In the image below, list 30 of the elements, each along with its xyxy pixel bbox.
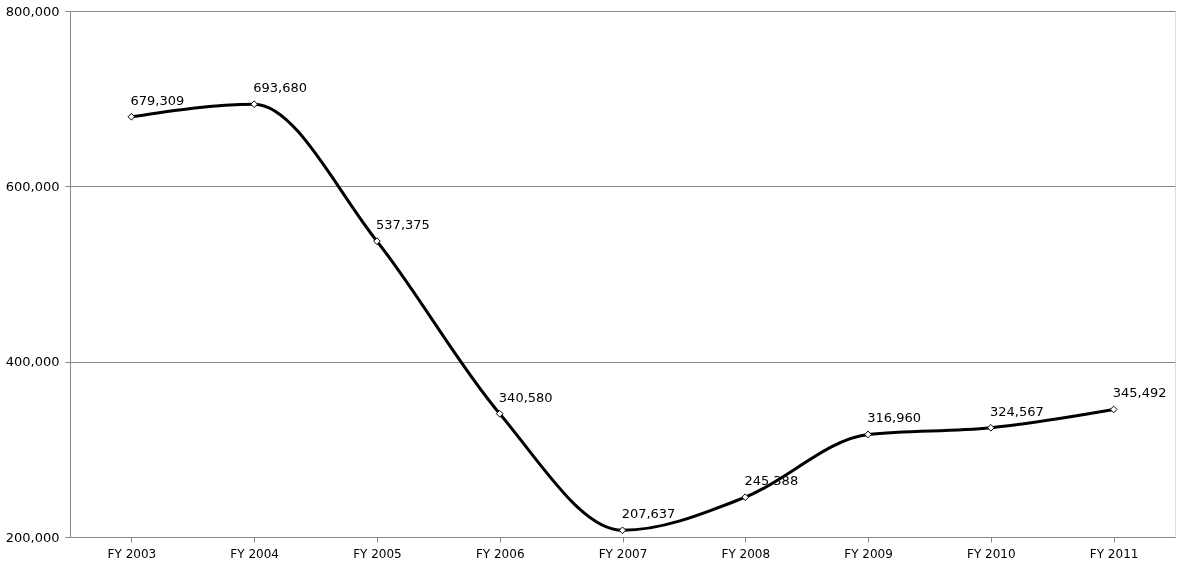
point (250, 100, 259, 109)
point (741, 493, 750, 502)
point (127, 112, 136, 121)
x-tick-label: FY 2004 (230, 546, 279, 561)
x-tick-label: FY 2005 (353, 546, 402, 561)
data-label: 340,580 (498, 389, 553, 405)
x-tick-label: FY 2010 (967, 546, 1016, 561)
y-tick-label: 600,000 (5, 178, 60, 194)
x-tick-label: FY 2009 (844, 546, 893, 561)
point (1109, 405, 1118, 414)
data-label: 679,309 (130, 92, 185, 108)
point (618, 526, 627, 535)
x-tick-label: FY 2003 (107, 546, 157, 561)
y-tick-label: 800,000 (5, 3, 60, 19)
x-tick-label: FY 2007 (598, 546, 648, 561)
x-tick-label: FY 2008 (721, 546, 771, 561)
y-tick-label: 400,000 (5, 354, 60, 370)
data-label: 316,960 (867, 410, 921, 426)
data-label: 324,567 (989, 403, 1044, 419)
data-label: 693,680 (253, 80, 308, 96)
point (495, 409, 504, 418)
x-tick-label: FY 2011 (1089, 546, 1139, 561)
x-tick-label: FY 2006 (475, 546, 525, 561)
point (373, 237, 381, 246)
point (864, 430, 872, 439)
data-label: 345,492 (1112, 385, 1167, 401)
data-label: 537,375 (376, 217, 430, 233)
y-tick-label: 200,000 (5, 529, 60, 545)
point (986, 423, 995, 432)
data-label: 207,637 (621, 506, 676, 522)
